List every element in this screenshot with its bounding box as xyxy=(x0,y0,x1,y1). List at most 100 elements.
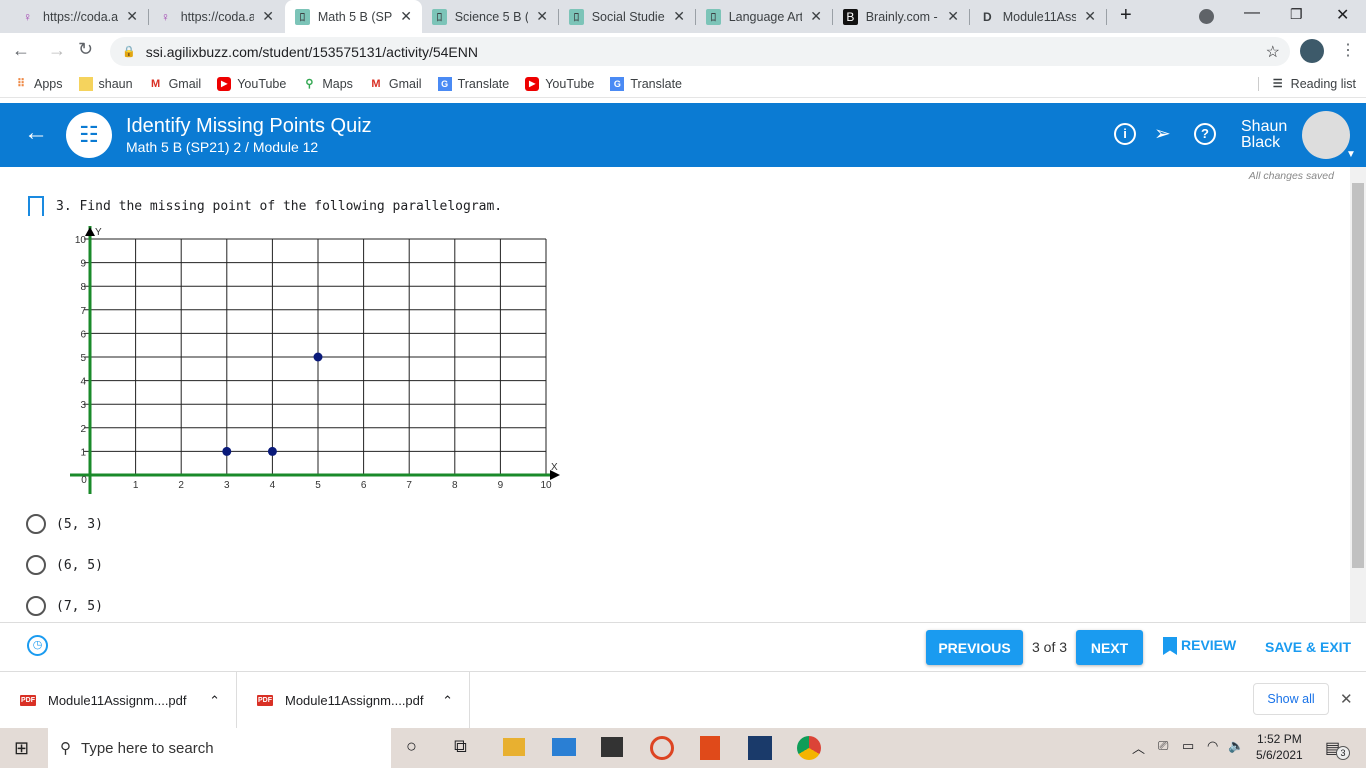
show-all-button[interactable]: Show all xyxy=(1253,683,1329,715)
info-icon[interactable]: i xyxy=(1114,123,1136,145)
y-tick-label: 4 xyxy=(80,377,86,388)
wifi-icon[interactable]: ◠ xyxy=(1207,738,1219,753)
close-tab-icon[interactable]: ✕ xyxy=(536,8,548,24)
mail-icon[interactable] xyxy=(552,738,576,756)
back-arrow-icon[interactable]: ← xyxy=(24,119,48,146)
clock-icon[interactable]: ◷ xyxy=(27,635,48,656)
windows-start-icon[interactable]: ⊞ xyxy=(14,738,30,758)
download-item[interactable]: PDF Module11Assignm....pdf ⌃ xyxy=(0,672,237,729)
data-point xyxy=(313,352,323,362)
close-tab-icon[interactable]: ✕ xyxy=(262,8,274,24)
bookmark-maps[interactable]: ⚲ Maps xyxy=(302,77,353,91)
tab[interactable]: ♀ https://coda.a ✕ xyxy=(148,0,284,33)
menu-icon[interactable]: ⋮ xyxy=(1340,42,1356,59)
youtube-icon: ▶ xyxy=(525,76,540,91)
previous-button[interactable]: PREVIOUS xyxy=(926,630,1023,665)
bookmark-icon xyxy=(1163,637,1177,655)
translate-icon: G xyxy=(610,76,625,91)
tab[interactable]: ♀ https://coda.a ✕ xyxy=(10,0,148,33)
scrollbar-thumb[interactable] xyxy=(1352,183,1364,568)
tray-chevron-icon[interactable]: ︿ xyxy=(1132,741,1146,756)
answer-option[interactable]: (5, 3) xyxy=(26,514,103,534)
x-axis-label: X xyxy=(551,462,558,473)
close-tab-icon[interactable]: ✕ xyxy=(947,8,959,24)
user-name[interactable]: Shaun Black xyxy=(1241,118,1288,151)
chrome-icon[interactable] xyxy=(797,736,821,760)
close-tab-icon[interactable]: ✕ xyxy=(1084,8,1096,24)
battery-icon[interactable]: ▭ xyxy=(1182,738,1195,753)
docs-icon: D xyxy=(983,9,992,24)
radio-button[interactable] xyxy=(26,596,46,616)
chevron-up-icon[interactable]: ⌃ xyxy=(209,692,220,708)
app-icon[interactable] xyxy=(748,736,772,760)
close-tab-icon[interactable]: ✕ xyxy=(400,8,412,24)
close-tab-icon[interactable]: ✕ xyxy=(126,8,138,24)
tab[interactable]: ﾛ Language Art ✕ xyxy=(696,0,832,33)
y-axis-arrow xyxy=(85,227,95,236)
data-point xyxy=(267,446,277,456)
tab[interactable]: ﾛ Science 5 B (S ✕ xyxy=(422,0,558,33)
volume-icon[interactable]: 🔈 xyxy=(1228,738,1245,753)
app-header: ← ☷ Identify Missing Points Quiz Math 5 … xyxy=(0,103,1366,167)
chevron-down-icon[interactable]: ▼ xyxy=(1346,149,1356,160)
data-point xyxy=(222,446,232,456)
translate-icon: G xyxy=(437,76,452,91)
tab-search-icon[interactable] xyxy=(1199,9,1214,24)
reading-list[interactable]: ☰ Reading list xyxy=(1257,76,1356,91)
radio-button[interactable] xyxy=(26,555,46,575)
download-item[interactable]: PDF Module11Assignm....pdf ⌃ xyxy=(237,672,470,729)
tab-active[interactable]: ﾛ Math 5 B (SP2 ✕ xyxy=(285,0,422,33)
tab[interactable]: B Brainly.com - ✕ xyxy=(833,0,969,33)
bookmark-icon[interactable] xyxy=(28,196,44,216)
quiz-content: All changes saved 3. Find the missing po… xyxy=(0,167,1350,622)
bookmark-youtube[interactable]: ▶ YouTube xyxy=(217,76,286,91)
star-icon[interactable]: ☆ xyxy=(1265,43,1280,61)
tab-title: https://coda.a xyxy=(43,9,119,24)
opera-icon[interactable] xyxy=(650,736,674,760)
apps-icon: ⠿ xyxy=(16,77,26,90)
pdf-icon: PDF xyxy=(257,695,273,706)
bookmark-translate[interactable]: G Translate xyxy=(437,76,509,91)
bookmark-translate[interactable]: G Translate xyxy=(610,76,682,91)
office-icon[interactable] xyxy=(700,736,720,760)
close-window-icon[interactable]: ✕ xyxy=(1336,7,1350,24)
help-icon[interactable]: ? xyxy=(1194,123,1216,145)
reload-icon[interactable]: ↻ xyxy=(78,39,94,59)
radio-button[interactable] xyxy=(26,514,46,534)
profile-avatar[interactable] xyxy=(1300,39,1324,63)
save-exit-button[interactable]: SAVE & EXIT xyxy=(1265,639,1352,655)
back-icon[interactable]: ← xyxy=(12,40,30,60)
quiz-footer: ◷ PREVIOUS 3 of 3 NEXT REVIEW SAVE & EXI… xyxy=(0,622,1366,671)
close-icon[interactable]: ✕ xyxy=(1340,691,1353,708)
bookmark-youtube[interactable]: ▶ YouTube xyxy=(525,76,594,91)
restore-icon[interactable]: ❐ xyxy=(1290,6,1303,22)
tab[interactable]: ﾛ Social Studies ✕ xyxy=(559,0,695,33)
answer-option[interactable]: (7, 5) xyxy=(26,596,103,616)
tab[interactable]: D Module11Ass ✕ xyxy=(970,0,1106,33)
store-icon[interactable] xyxy=(601,737,623,757)
close-tab-icon[interactable]: ✕ xyxy=(673,8,685,24)
task-view-icon[interactable]: ⧉ xyxy=(454,736,467,756)
file-explorer-icon[interactable] xyxy=(503,738,525,756)
search-box[interactable]: ⚲ Type here to search xyxy=(48,728,391,768)
bookmark-apps[interactable]: ⠿ Apps xyxy=(14,77,63,91)
bookmark-gmail[interactable]: M Gmail xyxy=(149,77,201,91)
bookmark-gmail[interactable]: M Gmail xyxy=(369,77,421,91)
close-tab-icon[interactable]: ✕ xyxy=(810,8,822,24)
save-status: All changes saved xyxy=(1248,170,1334,182)
bookmark-shaun[interactable]: shaun xyxy=(78,76,133,91)
minimize-icon[interactable]: — xyxy=(1244,4,1260,21)
send-icon[interactable]: ➢ xyxy=(1154,123,1171,145)
meet-icon[interactable]: ⎚ xyxy=(1158,738,1169,753)
cortana-icon[interactable]: ○ xyxy=(406,736,417,756)
next-button[interactable]: NEXT xyxy=(1076,630,1143,665)
answer-option[interactable]: (6, 5) xyxy=(26,555,103,575)
chevron-up-icon[interactable]: ⌃ xyxy=(442,692,453,708)
y-tick-label: 5 xyxy=(80,353,86,364)
scrollbar[interactable] xyxy=(1350,167,1366,622)
omnibox[interactable]: 🔒 ssi.agilixbuzz.com/student/153575131/a… xyxy=(110,37,1290,66)
avatar[interactable] xyxy=(1302,111,1350,159)
review-button[interactable]: REVIEW xyxy=(1163,637,1236,655)
clock[interactable]: 1:52 PM 5/6/2021 xyxy=(1256,732,1303,762)
new-tab-icon[interactable]: + xyxy=(1120,4,1132,26)
